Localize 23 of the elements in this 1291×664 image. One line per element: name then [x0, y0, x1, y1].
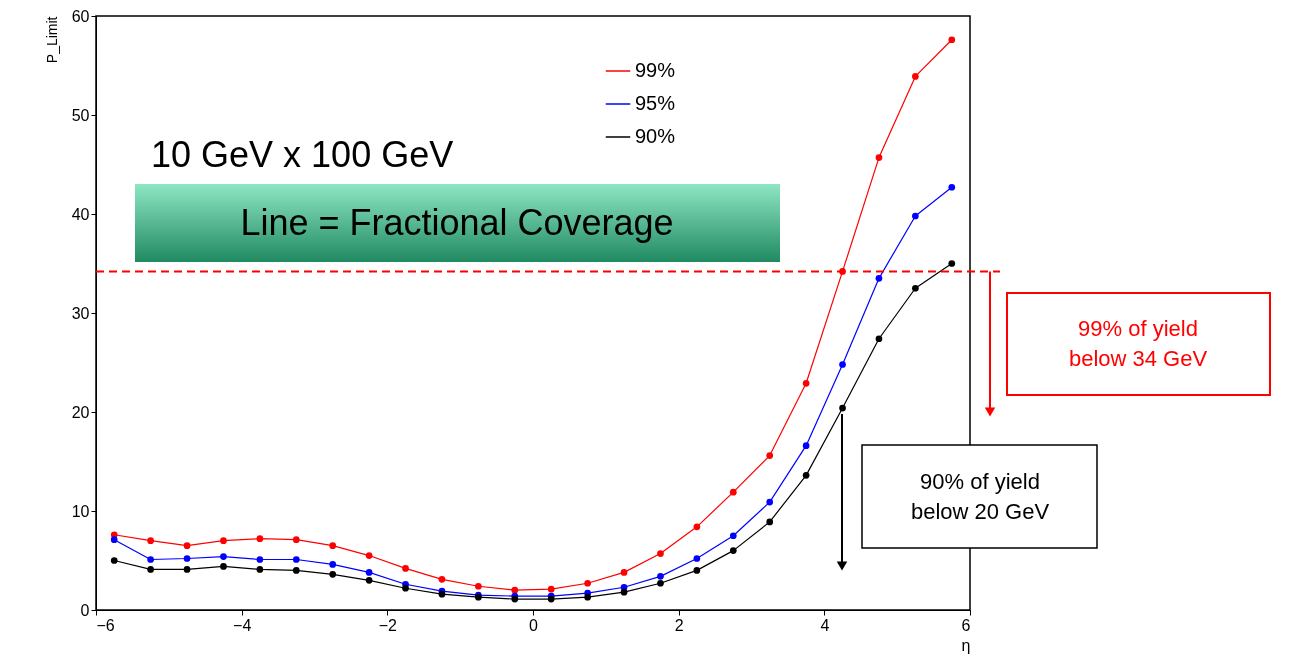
y-tick-label: 40 [71, 205, 90, 223]
y-tick-label: 0 [80, 601, 90, 619]
x-tick-label: 6 [961, 616, 971, 634]
y-tick-label: 60 [71, 7, 90, 25]
x-tick-label: 2 [674, 616, 684, 634]
x-tick-label: −6 [96, 616, 115, 634]
y-tick-label: 20 [71, 403, 90, 421]
legend-label: 95% [635, 92, 676, 114]
legend-label: 99% [635, 59, 676, 81]
x-axis-title: η [961, 636, 971, 654]
annotation: 10 GeV x 100 GeV [151, 134, 454, 175]
y-tick-label: 10 [71, 502, 90, 520]
y-axis-title: P_Limit [43, 16, 60, 64]
legend-label: 90% [635, 125, 676, 147]
y-tick-label: 50 [71, 106, 90, 124]
annotation: 90% of yield below 20 GeV [910, 469, 1050, 524]
x-tick-label: −4 [233, 616, 252, 634]
x-tick-label: 0 [529, 616, 539, 634]
y-tick-label: 30 [71, 304, 90, 322]
annotation: Line = Fractional Coverage [240, 202, 674, 243]
ref-line-label: 99% of yield below 34 GeV [1068, 316, 1208, 371]
x-tick-label: 4 [820, 616, 830, 634]
x-tick-label: −2 [378, 616, 398, 634]
